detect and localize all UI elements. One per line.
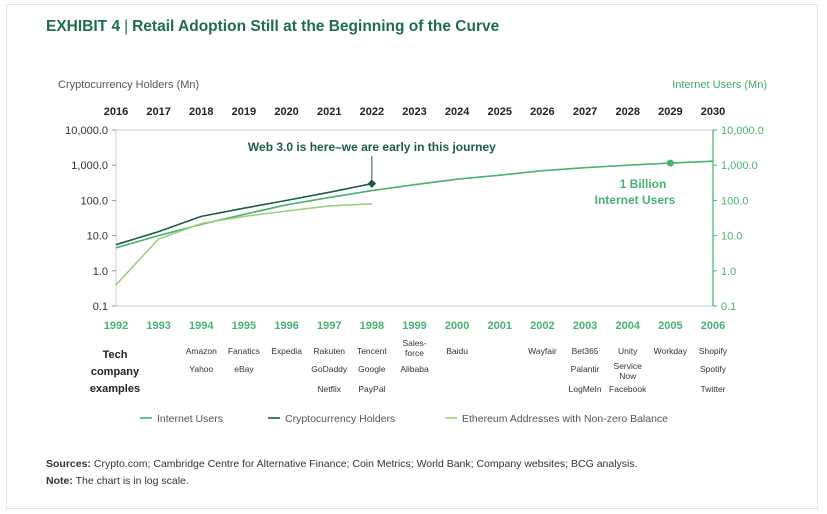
top-year-label: 2025 xyxy=(488,106,512,118)
company-name: Facebook xyxy=(609,384,647,394)
legend-label: Cryptocurrency Holders xyxy=(285,413,395,425)
sources-line: Sources: Crypto.com; Cambridge Centre fo… xyxy=(46,458,638,470)
left-tick-label: 10.0 xyxy=(87,231,108,243)
company-name: Expedia xyxy=(271,346,302,356)
bottom-year-label: 2002 xyxy=(530,320,554,332)
right-tick-label: 1,000.0 xyxy=(721,160,758,172)
top-year-label: 2024 xyxy=(445,106,470,118)
company-name: eBay xyxy=(234,364,254,374)
company-name: Twitter xyxy=(700,384,725,394)
right-tick-label: 10.0 xyxy=(721,231,742,243)
right-axis-label: Internet Users (Mn) xyxy=(672,79,767,91)
note-line: Note: The chart is in log scale. xyxy=(46,475,189,487)
company-name: Yahoo xyxy=(189,364,213,374)
top-year-label: 2028 xyxy=(615,106,639,118)
bottom-year-label: 1998 xyxy=(360,320,384,332)
left-tick-label: 0.1 xyxy=(93,301,108,313)
company-name: LogMeIn xyxy=(569,384,602,394)
top-year-label: 2016 xyxy=(104,106,128,118)
legend-label: Ethereum Addresses with Non-zero Balance xyxy=(462,413,668,425)
sources-label: Sources: xyxy=(46,458,91,470)
note-text: The chart is in log scale. xyxy=(75,475,189,487)
right-tick-label: 100.0 xyxy=(721,195,749,207)
right-tick-label: 1.0 xyxy=(721,266,736,278)
bottom-year-label: 2000 xyxy=(445,320,469,332)
top-year-label: 2029 xyxy=(658,106,682,118)
exhibit-heading: Retail Adoption Still at the Beginning o… xyxy=(132,18,500,35)
left-tick-label: 10,000.0 xyxy=(65,125,108,137)
tech-examples-label: examples xyxy=(90,383,140,395)
right-tick-label: 0.1 xyxy=(721,301,736,313)
company-name: Spotify xyxy=(700,364,727,374)
left-tick-label: 1.0 xyxy=(93,266,108,278)
series-line-ethereum-addresses-with-non-zero-balance xyxy=(115,203,372,286)
company-name: Bet365 xyxy=(572,346,599,356)
company-name: Shopify xyxy=(699,346,728,356)
billion-annotation-line2: Internet Users xyxy=(595,193,676,207)
bottom-year-label: 1992 xyxy=(104,320,128,332)
company-name: Now xyxy=(619,371,637,381)
bottom-year-label: 2003 xyxy=(573,320,597,332)
company-name: Sales- xyxy=(402,338,426,348)
tech-examples-label: Tech xyxy=(103,349,128,361)
bottom-year-label: 1997 xyxy=(317,320,341,332)
left-axis-label: Cryptocurrency Holders (Mn) xyxy=(58,79,200,91)
company-name: Unity xyxy=(618,346,638,356)
company-name: Amazon xyxy=(186,346,217,356)
company-name: Alibaba xyxy=(400,364,429,374)
tech-examples-label: company xyxy=(91,366,140,378)
top-year-label: 2020 xyxy=(274,106,298,118)
bottom-year-label: 2006 xyxy=(701,320,725,332)
bottom-year-label: 1995 xyxy=(232,320,256,332)
company-name: Fanatics xyxy=(228,346,260,356)
company-name: Baidu xyxy=(446,346,468,356)
company-name: Netflix xyxy=(317,384,341,394)
top-year-label: 2017 xyxy=(146,106,170,118)
bottom-year-label: 1993 xyxy=(146,320,170,332)
company-name: Wayfair xyxy=(528,346,557,356)
billion-users-marker xyxy=(666,159,674,167)
bottom-year-label: 2004 xyxy=(615,320,640,332)
company-name: Service xyxy=(614,361,643,371)
billion-annotation-line1: 1 Billion xyxy=(620,177,667,191)
note-label: Note: xyxy=(46,475,73,487)
series-line-cryptocurrency-holders xyxy=(115,182,373,246)
bottom-year-label: 1999 xyxy=(402,320,426,332)
company-name: Tencent xyxy=(357,346,387,356)
top-year-label: 2022 xyxy=(360,106,384,118)
top-year-label: 2027 xyxy=(573,106,597,118)
exhibit-title: EXHIBIT 4 | Retail Adoption Still at the B… xyxy=(46,18,499,36)
bottom-year-label: 2005 xyxy=(658,320,682,332)
exhibit-label: EXHIBIT 4 xyxy=(46,18,121,35)
company-name: force xyxy=(405,348,424,358)
top-year-label: 2030 xyxy=(701,106,725,118)
company-name: Palantir xyxy=(571,364,600,374)
top-year-label: 2018 xyxy=(189,106,213,118)
plot-area xyxy=(115,129,714,307)
company-name: GoDaddy xyxy=(311,364,348,374)
sources-text: Crypto.com; Cambridge Centre for Alterna… xyxy=(93,458,638,470)
right-tick-label: 10,000.0 xyxy=(721,125,764,137)
web3-annotation: Web 3.0 is here–we are early in this jou… xyxy=(248,140,496,154)
bottom-year-label: 1994 xyxy=(189,320,214,332)
left-tick-label: 100.0 xyxy=(80,195,108,207)
top-year-label: 2019 xyxy=(232,106,256,118)
top-year-label: 2021 xyxy=(317,106,341,118)
bottom-year-label: 2001 xyxy=(488,320,512,332)
company-name: Rakuten xyxy=(313,346,345,356)
legend-label: Internet Users xyxy=(157,413,223,425)
crypto-end-marker xyxy=(367,179,377,188)
top-year-label: 2026 xyxy=(530,106,554,118)
company-name: Google xyxy=(358,364,386,374)
company-name: PayPal xyxy=(358,384,385,394)
bottom-year-label: 1996 xyxy=(274,320,298,332)
top-year-label: 2023 xyxy=(402,106,426,118)
title-separator: | xyxy=(124,18,129,35)
left-tick-label: 1,000.0 xyxy=(71,160,108,172)
company-name: Workday xyxy=(654,346,688,356)
